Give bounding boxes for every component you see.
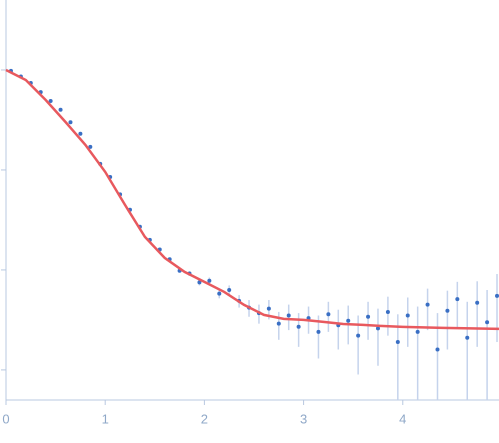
- data-point: [58, 107, 63, 112]
- x-tick-label: 0: [2, 411, 9, 426]
- data-point: [356, 333, 361, 338]
- data-point: [425, 302, 430, 307]
- data-point: [455, 297, 460, 302]
- data-point: [48, 98, 53, 103]
- x-tick-label: 1: [102, 411, 109, 426]
- data-point: [475, 300, 480, 305]
- data-point: [385, 309, 390, 314]
- data-point: [227, 287, 232, 292]
- data-point: [207, 278, 212, 283]
- data-point: [78, 131, 83, 136]
- data-point: [495, 293, 499, 298]
- data-point: [217, 291, 222, 296]
- data-point: [326, 312, 331, 317]
- fit-line: [5, 68, 499, 331]
- data-point: [346, 318, 351, 323]
- data-point: [445, 308, 450, 313]
- x-tick-label: 2: [201, 411, 208, 426]
- x-tick-label: 4: [399, 411, 406, 426]
- data-point: [415, 329, 420, 334]
- data-point: [395, 340, 400, 345]
- data-point: [405, 313, 410, 318]
- data-point: [366, 314, 371, 319]
- data-point: [316, 329, 321, 334]
- x-tick-label: 3: [300, 411, 307, 426]
- data-point: [375, 326, 380, 331]
- data-point: [485, 320, 490, 325]
- data-point: [197, 280, 202, 285]
- data-point: [68, 120, 73, 125]
- data-point: [435, 347, 440, 352]
- data-point: [465, 335, 470, 340]
- data-point: [88, 144, 93, 149]
- data-point: [266, 306, 271, 311]
- data-point: [276, 321, 281, 326]
- data-point: [286, 313, 291, 318]
- data-point: [296, 324, 301, 329]
